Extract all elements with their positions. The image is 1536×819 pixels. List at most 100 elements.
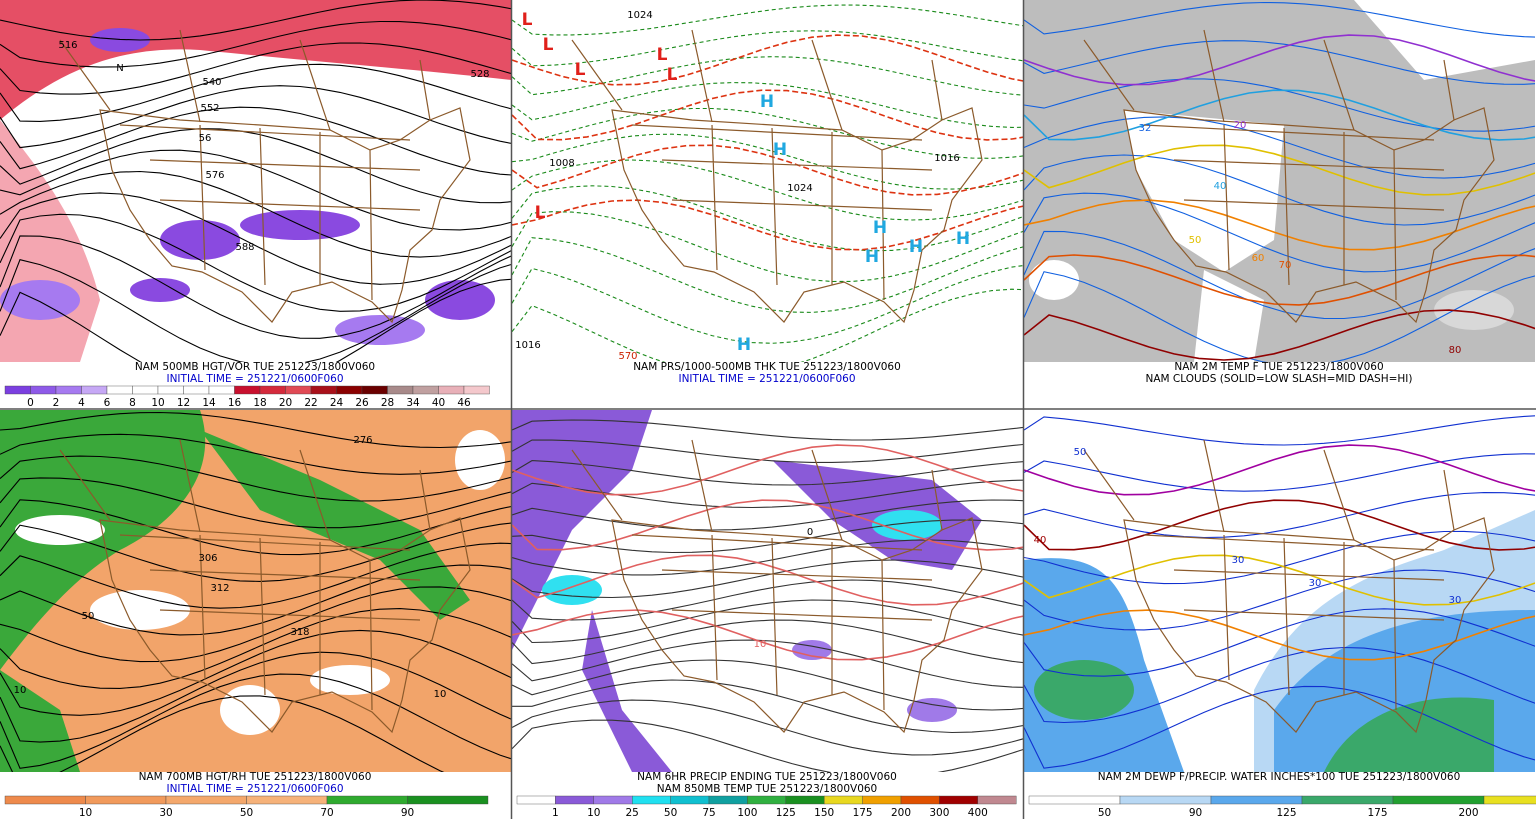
map-label: 40 bbox=[1214, 181, 1227, 192]
contour bbox=[1024, 685, 1535, 769]
colorbar-swatch bbox=[85, 795, 167, 805]
colorbar-swatch bbox=[157, 385, 184, 395]
colorbar-label: 90 bbox=[401, 807, 414, 819]
map-label: H bbox=[773, 140, 787, 160]
map-fill bbox=[1024, 0, 1535, 362]
colorbar-swatch bbox=[708, 795, 748, 805]
contour bbox=[512, 211, 1023, 283]
colorbar-label: 40 bbox=[432, 397, 445, 409]
map-label: 50 bbox=[1074, 447, 1087, 458]
map-label: H bbox=[737, 335, 751, 355]
map-label: 10 bbox=[14, 685, 27, 696]
map-label: 276 bbox=[353, 435, 372, 446]
colorbar-label: 24 bbox=[330, 397, 344, 409]
colorbar-label: 4 bbox=[78, 397, 85, 409]
colorbar-label: 50 bbox=[240, 807, 253, 819]
contour bbox=[0, 20, 511, 68]
contour bbox=[1024, 271, 1535, 362]
contour bbox=[1024, 40, 1535, 85]
contour bbox=[512, 34, 1023, 86]
contour bbox=[0, 235, 511, 339]
map-fill bbox=[1024, 415, 1535, 772]
colorbar-label: 25 bbox=[626, 807, 639, 819]
contour bbox=[1024, 444, 1535, 496]
colorbar-label: 200 bbox=[1459, 807, 1479, 819]
colorbar-swatch bbox=[30, 385, 57, 395]
map-label: 540 bbox=[202, 77, 221, 88]
map-label: 56 bbox=[199, 133, 212, 144]
map-label: 552 bbox=[200, 103, 219, 114]
contour bbox=[512, 479, 1023, 509]
map-label: 306 bbox=[198, 553, 217, 564]
colorbar-swatch bbox=[208, 385, 235, 395]
contour bbox=[512, 133, 1023, 190]
colorbar-label: 2 bbox=[53, 397, 60, 409]
contour bbox=[512, 265, 1023, 344]
map-label: 30 bbox=[1232, 555, 1245, 566]
contour bbox=[1024, 608, 1535, 677]
colorbar-swatch bbox=[132, 385, 159, 395]
map-label: 40 bbox=[1034, 535, 1047, 546]
colorbar-swatch bbox=[862, 795, 902, 805]
map-label: 318 bbox=[290, 627, 309, 638]
colorbar-swatch bbox=[1301, 795, 1394, 805]
contour bbox=[512, 288, 1023, 362]
contour bbox=[512, 439, 1023, 463]
colorbar-swatch bbox=[326, 795, 408, 805]
contour bbox=[512, 599, 1023, 644]
map-fill bbox=[512, 410, 1023, 772]
map-label: 50 bbox=[82, 611, 95, 622]
colorbar-label: 22 bbox=[304, 397, 317, 409]
colorbar-label: 175 bbox=[1368, 807, 1388, 819]
colorbar-swatch bbox=[361, 385, 388, 395]
map-label: 588 bbox=[235, 242, 254, 253]
contour bbox=[512, 460, 1023, 486]
contour bbox=[1024, 254, 1535, 306]
colorbar-swatch bbox=[438, 385, 465, 395]
colorbar-swatch bbox=[1028, 795, 1121, 805]
contour bbox=[0, 106, 511, 176]
contour bbox=[512, 4, 1023, 36]
contour bbox=[1024, 1, 1535, 38]
colorbar-label: 10 bbox=[587, 807, 600, 819]
panel-precip: 0 10 NAM 6HR PRECIP ENDING TUE 251223/1800… bbox=[512, 410, 1023, 819]
colorbar-swatch bbox=[336, 385, 363, 395]
colorbar-swatch bbox=[1210, 795, 1303, 805]
map-label: 1016 bbox=[515, 340, 540, 351]
caption: INITIAL TIME = 251221/0600F060 bbox=[166, 783, 343, 795]
colorbar-swatch bbox=[939, 795, 978, 805]
colorbar-label: 20 bbox=[279, 397, 292, 409]
map-label: 312 bbox=[210, 583, 229, 594]
colorbar-swatch bbox=[234, 385, 261, 395]
contour bbox=[0, 629, 511, 716]
contour bbox=[512, 639, 1023, 688]
panel-700mb: 276 306 312 318 50 10 10 NAM 700MB HGT/RH TUE 2… bbox=[0, 410, 511, 819]
contour bbox=[0, 455, 511, 502]
caption: INITIAL TIME = 251221/0600F060 bbox=[678, 373, 855, 385]
colorbar-swatch bbox=[4, 795, 86, 805]
contour bbox=[0, 149, 511, 231]
map-label: L bbox=[575, 60, 586, 80]
map-label: 570 bbox=[618, 351, 637, 362]
colorbar-label: 50 bbox=[664, 807, 677, 819]
contour bbox=[0, 673, 511, 769]
contour bbox=[1024, 569, 1535, 631]
contour bbox=[512, 159, 1023, 221]
colorbar-swatch bbox=[1483, 795, 1536, 805]
contour bbox=[0, 433, 511, 475]
colorbar-label: 12 bbox=[177, 397, 190, 409]
colorbar-label: 18 bbox=[253, 397, 266, 409]
colorbar-label: 14 bbox=[202, 397, 216, 409]
contour bbox=[0, 542, 511, 609]
caption: NAM 700MB HGT/RH TUE 251223/1800V060 bbox=[139, 771, 372, 783]
contour bbox=[1024, 199, 1535, 251]
map-label: 1016 bbox=[934, 153, 959, 164]
colorbar-label: 28 bbox=[381, 397, 394, 409]
colorbar-label: 75 bbox=[702, 807, 715, 819]
contour bbox=[512, 699, 1023, 756]
caption: NAM 6HR PRECIP ENDING TUE 251223/1800V06… bbox=[637, 771, 897, 783]
colorbar-swatch bbox=[593, 795, 633, 805]
map-label: H bbox=[956, 229, 970, 249]
colorbar-swatch bbox=[412, 385, 439, 395]
